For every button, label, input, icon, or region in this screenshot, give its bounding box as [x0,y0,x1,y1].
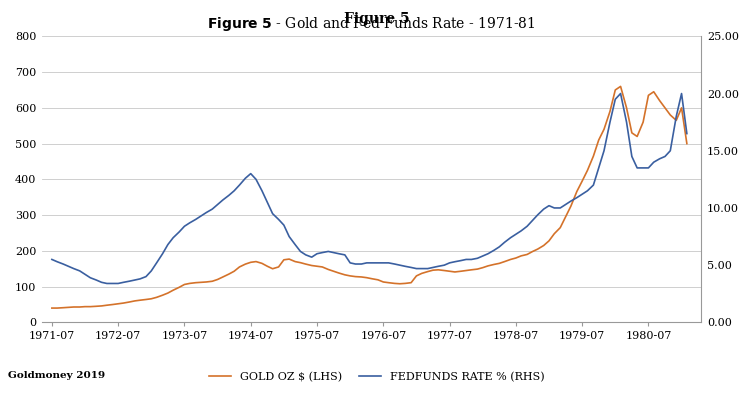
FEDFUNDS RATE % (RHS) [644,166,653,170]
FEDFUNDS RATE % (RHS) [103,281,112,286]
FEDFUNDS RATE % (RHS) [440,263,449,268]
FEDFUNDS RATE % (RHS) [268,211,277,216]
GOLD OZ $ (LHS) [616,84,625,89]
FEDFUNDS RATE % (RHS) [682,131,691,136]
GOLD OZ $ (LHS) [473,267,482,272]
Text: Goldmoney 2019: Goldmoney 2019 [8,371,105,380]
GOLD OZ $ (LHS) [578,179,587,183]
Text: Figure 5: Figure 5 [344,12,410,26]
GOLD OZ $ (LHS) [561,215,570,219]
FEDFUNDS RATE % (RHS) [566,199,575,204]
GOLD OZ $ (LHS) [682,141,691,146]
Line: FEDFUNDS RATE % (RHS): FEDFUNDS RATE % (RHS) [52,93,687,284]
GOLD OZ $ (LHS) [639,120,648,124]
Title: $\mathbf{Figure\ 5}$ - Gold and Fed Funds Rate - 1971-81: $\mathbf{Figure\ 5}$ - Gold and Fed Fund… [207,15,536,33]
GOLD OZ $ (LHS) [434,267,443,272]
FEDFUNDS RATE % (RHS) [583,188,592,193]
FEDFUNDS RATE % (RHS) [616,91,625,96]
GOLD OZ $ (LHS) [48,306,57,310]
FEDFUNDS RATE % (RHS) [478,253,487,258]
FEDFUNDS RATE % (RHS) [48,257,57,262]
GOLD OZ $ (LHS) [262,264,271,268]
Legend: GOLD OZ $ (LHS), FEDFUNDS RATE % (RHS): GOLD OZ $ (LHS), FEDFUNDS RATE % (RHS) [205,367,549,386]
Line: GOLD OZ $ (LHS): GOLD OZ $ (LHS) [52,86,687,308]
